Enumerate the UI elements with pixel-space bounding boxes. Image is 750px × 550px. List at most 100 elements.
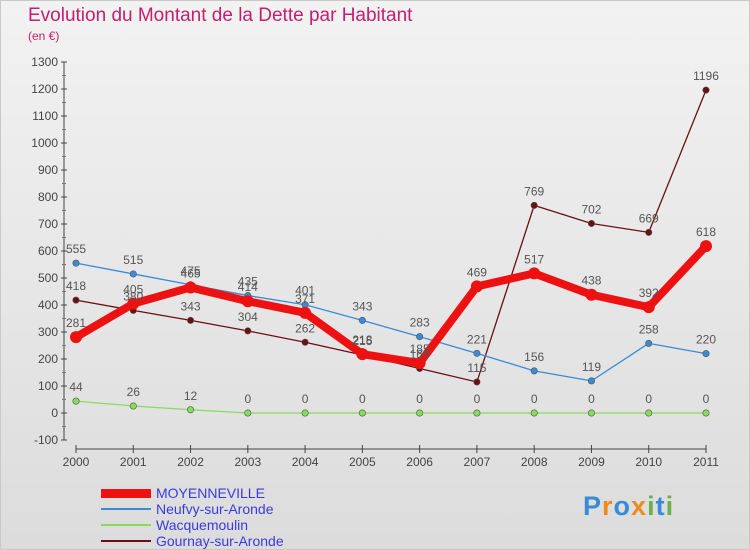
data-point — [530, 409, 538, 417]
data-label: 0 — [645, 392, 652, 406]
x-tick-label: 2011 — [693, 455, 719, 469]
legend-item: Gournay-sur-Aronde — [101, 533, 361, 549]
y-tick-label: 700 — [38, 217, 58, 231]
data-label: 115 — [467, 361, 486, 375]
proxiti-logo: Proxiti — [583, 491, 674, 522]
data-label: 392 — [639, 286, 659, 300]
data-label: 371 — [295, 292, 315, 306]
data-point — [702, 409, 710, 417]
data-label: 119 — [582, 360, 601, 374]
data-label: 702 — [581, 202, 601, 216]
data-label: 304 — [238, 310, 258, 324]
x-tick-label: 2007 — [464, 455, 491, 469]
data-label: 262 — [295, 321, 315, 335]
data-point — [241, 295, 254, 308]
x-tick-label: 2008 — [521, 455, 548, 469]
y-tick-label: 300 — [38, 325, 58, 339]
data-point — [70, 331, 82, 344]
data-point — [642, 301, 655, 314]
legend-item: MOYENNEVILLE — [101, 485, 361, 501]
data-label: 343 — [181, 299, 201, 313]
data-label: 435 — [238, 275, 258, 289]
data-point — [702, 350, 710, 358]
data-label: 220 — [696, 333, 716, 347]
series-line — [75, 400, 706, 414]
y-tick-label: 500 — [38, 271, 58, 285]
data-point — [528, 267, 541, 280]
data-point — [301, 338, 309, 346]
data-point — [413, 357, 426, 370]
series-line — [75, 89, 707, 383]
data-point — [356, 348, 369, 361]
x-tick-label: 2000 — [63, 455, 90, 469]
data-label: 418 — [66, 279, 86, 293]
legend-item: Neufvy-sur-Aronde — [101, 501, 361, 517]
chart-title: Evolution du Montant de la Dette par Hab… — [28, 5, 413, 26]
y-tick-label: 1100 — [32, 109, 58, 123]
data-label: 769 — [524, 184, 544, 198]
data-label: 405 — [123, 283, 143, 297]
data-point — [244, 327, 252, 335]
y-tick-label: 1000 — [31, 136, 58, 150]
y-tick-label: 800 — [38, 190, 58, 204]
series-line — [75, 262, 707, 382]
data-label: 515 — [123, 253, 143, 267]
data-label: 401 — [295, 284, 315, 298]
data-point — [72, 296, 80, 304]
data-point — [530, 367, 538, 375]
data-point — [700, 240, 712, 253]
data-label: 185 — [410, 342, 430, 356]
data-point — [72, 397, 80, 405]
series-line — [73, 243, 709, 368]
data-label: 258 — [639, 322, 659, 336]
data-point — [587, 219, 595, 227]
data-point — [127, 297, 140, 310]
y-tick-label: 600 — [38, 244, 58, 258]
data-label: 517 — [524, 252, 544, 266]
legend-label: Wacquemoulin — [156, 517, 249, 533]
data-point — [470, 280, 483, 293]
data-label: 218 — [352, 333, 372, 347]
data-label: 0 — [588, 392, 595, 406]
x-tick-label: 2009 — [578, 455, 605, 469]
data-point — [645, 339, 653, 347]
data-label: 156 — [524, 350, 544, 364]
data-point — [299, 306, 312, 319]
data-label: 0 — [474, 392, 481, 406]
x-tick-label: 2006 — [406, 455, 433, 469]
data-point — [416, 333, 424, 341]
logo-letter: o — [613, 491, 632, 521]
logo-letter: i — [665, 491, 675, 521]
data-point — [585, 288, 598, 301]
data-label: 26 — [127, 385, 141, 399]
data-label: 12 — [184, 389, 198, 403]
data-point — [473, 409, 481, 417]
data-label: 44 — [69, 380, 83, 394]
y-tick-label: 200 — [38, 352, 58, 366]
data-label: 0 — [244, 392, 251, 406]
legend-label: Gournay-sur-Aronde — [156, 533, 284, 549]
data-point — [587, 409, 595, 417]
data-point — [645, 409, 653, 417]
data-label: 465 — [181, 266, 201, 280]
logo-letter: r — [602, 491, 614, 521]
data-point — [358, 316, 366, 324]
x-tick-label: 2001 — [120, 455, 147, 469]
legend-swatch — [101, 524, 151, 526]
y-tick-label: -100 — [34, 433, 58, 447]
data-label: 221 — [467, 332, 487, 346]
data-point — [129, 402, 137, 410]
x-tick-label: 2002 — [177, 455, 204, 469]
data-point — [530, 201, 538, 209]
data-label: 215 — [352, 334, 372, 348]
data-label: 283 — [410, 316, 430, 330]
y-tick-label: 900 — [38, 163, 58, 177]
chart-subtitle: (en €) — [28, 29, 60, 43]
legend-item: Wacquemoulin — [101, 517, 361, 533]
data-label: 438 — [581, 274, 601, 288]
logo-letter: i — [647, 491, 656, 521]
data-label: 0 — [416, 392, 423, 406]
data-label: 0 — [531, 392, 538, 406]
data-label: 669 — [639, 211, 659, 225]
